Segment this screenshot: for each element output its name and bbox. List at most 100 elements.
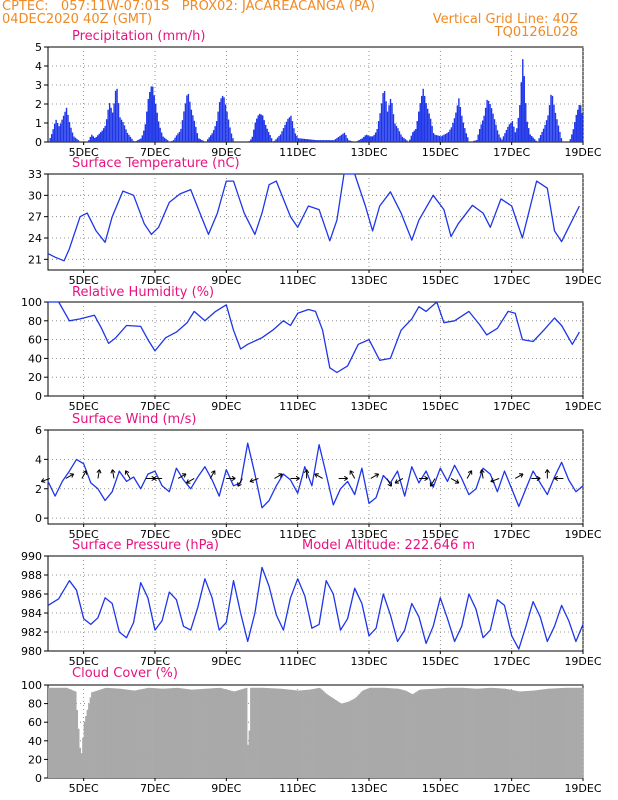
precip-bar: [330, 140, 332, 142]
cloud-bar: [278, 688, 281, 778]
cloud-bar: [100, 689, 102, 778]
cloud-bar: [163, 688, 166, 778]
cloud-bar: [198, 689, 200, 778]
precip-bar: [380, 103, 383, 142]
wind-arrow: [65, 473, 74, 479]
precip-bar: [495, 124, 497, 142]
temp-ytick-label: 21: [28, 253, 42, 266]
cloud-bar: [319, 688, 322, 778]
cloud-bar: [349, 700, 352, 778]
temp-xtick-label: 7DEC: [140, 274, 170, 287]
cloud-bar: [296, 690, 298, 778]
cloud-bar: [377, 687, 380, 778]
precip-bar: [388, 105, 390, 142]
precip-bar: [131, 138, 133, 142]
wind-arrow: [186, 478, 195, 484]
precip-bar: [303, 138, 306, 142]
wind-arrow-head: [554, 475, 559, 479]
wind-arrow: [249, 477, 259, 483]
precip-bar: [294, 133, 297, 142]
precip-bar: [218, 102, 221, 142]
wind-arrow-head: [295, 478, 300, 482]
precip-bar: [447, 132, 450, 142]
cloud-bar: [446, 687, 449, 778]
precip-bar: [91, 134, 93, 142]
precip-bar: [132, 140, 135, 142]
cloud-bar: [180, 688, 183, 778]
precip-ytick-label: 4: [35, 60, 42, 73]
cloud-bar: [358, 693, 361, 778]
cloud-bar: [391, 688, 394, 778]
cloud-bar: [150, 687, 153, 778]
cloud-bar: [309, 689, 312, 778]
cloud-bar: [330, 697, 333, 778]
cloud-bar: [294, 690, 297, 778]
cloud-bar: [578, 687, 581, 778]
precip-bar: [264, 124, 267, 142]
wind-xtick-label: 19DEC: [564, 528, 601, 541]
rh-ytick-label: 0: [35, 390, 42, 403]
precip-bar: [505, 129, 508, 142]
cloud-bar: [371, 687, 374, 778]
cloud-bar: [77, 728, 80, 778]
precip-bar: [221, 95, 224, 142]
precip-bar: [152, 86, 154, 142]
precip-bar: [260, 114, 262, 142]
precip-bar: [551, 95, 554, 142]
cloud-xtick-label: 19DEC: [564, 782, 601, 795]
wind-arrow-head: [544, 469, 548, 474]
wind-arrow-head: [183, 473, 187, 478]
precip-bar: [275, 139, 277, 142]
precip-bar: [101, 130, 103, 142]
precip-bar: [327, 140, 329, 142]
cloud-bar: [123, 689, 126, 778]
cloud-bar: [132, 690, 135, 778]
wind-arrow-head: [249, 481, 254, 483]
wind-arrow-head: [99, 469, 102, 474]
cloud-bar: [113, 688, 116, 778]
cloud-bar: [290, 689, 293, 778]
precip-bar: [528, 128, 530, 142]
precip-bar: [278, 135, 280, 142]
wind-arrow-head: [394, 479, 398, 484]
wind-arrow-head: [185, 479, 189, 484]
cloud-bar: [175, 687, 178, 778]
precip-bar: [361, 138, 363, 142]
cloud-bar: [429, 688, 432, 778]
cloud-bar: [421, 689, 423, 778]
precip-bar: [421, 95, 423, 142]
cloud-bar: [422, 689, 425, 778]
cloud-bar: [264, 687, 267, 778]
wind-arrow-head: [249, 478, 253, 482]
precip-bar: [49, 138, 51, 142]
precip-bar: [193, 120, 196, 142]
precip-bar: [554, 112, 557, 142]
precip-bar: [318, 140, 320, 142]
cloud-bar: [425, 689, 428, 778]
cloud-bar: [574, 687, 576, 778]
precip-bar: [184, 103, 187, 142]
precip-ytick-label: 1: [35, 117, 42, 130]
cloud-bar: [557, 688, 560, 778]
cloud-bar: [530, 690, 533, 778]
cloud-bar: [522, 691, 524, 778]
precip-bar: [478, 129, 481, 142]
precip-bar: [458, 98, 460, 142]
precip-bar: [195, 126, 197, 142]
precip-bar: [52, 129, 54, 142]
cloud-bar: [183, 688, 186, 778]
precip-bar: [426, 108, 429, 142]
precip-bar: [111, 112, 114, 142]
precip-bar: [513, 126, 515, 142]
precip-bar: [529, 134, 531, 142]
cloud-bar: [174, 687, 177, 778]
cloud-bar: [385, 687, 388, 778]
cloud-bar: [211, 688, 214, 778]
cloud-bar: [386, 688, 389, 778]
cloud-bar: [262, 687, 264, 778]
cloud-bar: [434, 688, 437, 778]
precip-bar: [364, 135, 366, 142]
cloud-bar: [50, 687, 53, 778]
cloud-bar: [398, 689, 401, 778]
precip-xtick-label: 19DEC: [564, 146, 601, 159]
